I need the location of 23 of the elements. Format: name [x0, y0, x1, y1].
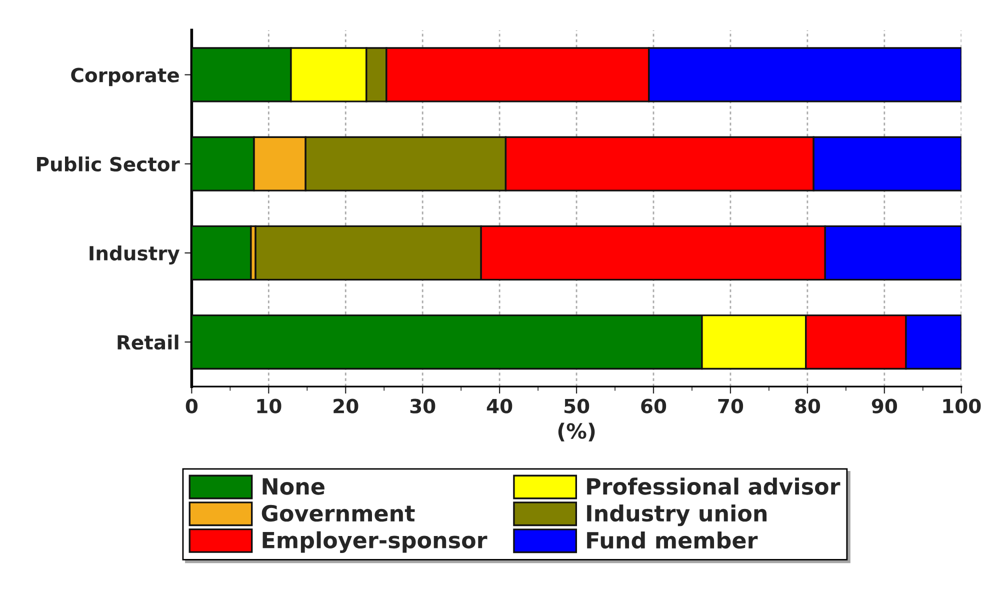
- x-tick-label: 90: [872, 398, 898, 414]
- legend-label: Fund member: [587, 531, 758, 549]
- x-tick-label: 0: [186, 398, 198, 414]
- y-tick-label: Corporate: [71, 68, 179, 86]
- x-tick-label: 100: [943, 398, 981, 414]
- bar: [192, 225, 252, 280]
- legend-label: Industry union: [587, 504, 767, 526]
- y-tick-label: Retail: [118, 334, 178, 350]
- x-tick-label: 80: [795, 398, 820, 414]
- legend-label: None: [262, 478, 324, 495]
- x-tick-label: 20: [334, 398, 358, 414]
- legend-label: Employer-sponsor: [262, 531, 488, 553]
- x-tick-label: 30: [410, 398, 436, 414]
- x-tick-label: 10: [257, 398, 282, 414]
- y-tick-label: Industry: [90, 246, 180, 265]
- y-tick-label: Public Sector: [37, 156, 180, 172]
- x-axis-title: (%): [558, 422, 595, 442]
- x-tick-label: 70: [718, 398, 744, 414]
- x-tick-label: 40: [486, 398, 512, 414]
- x-tick-label: 50: [564, 398, 590, 414]
- x-tick-label: 60: [641, 398, 666, 414]
- legend-label: Professional advisor: [587, 478, 840, 495]
- legend-label: Government: [262, 504, 415, 522]
